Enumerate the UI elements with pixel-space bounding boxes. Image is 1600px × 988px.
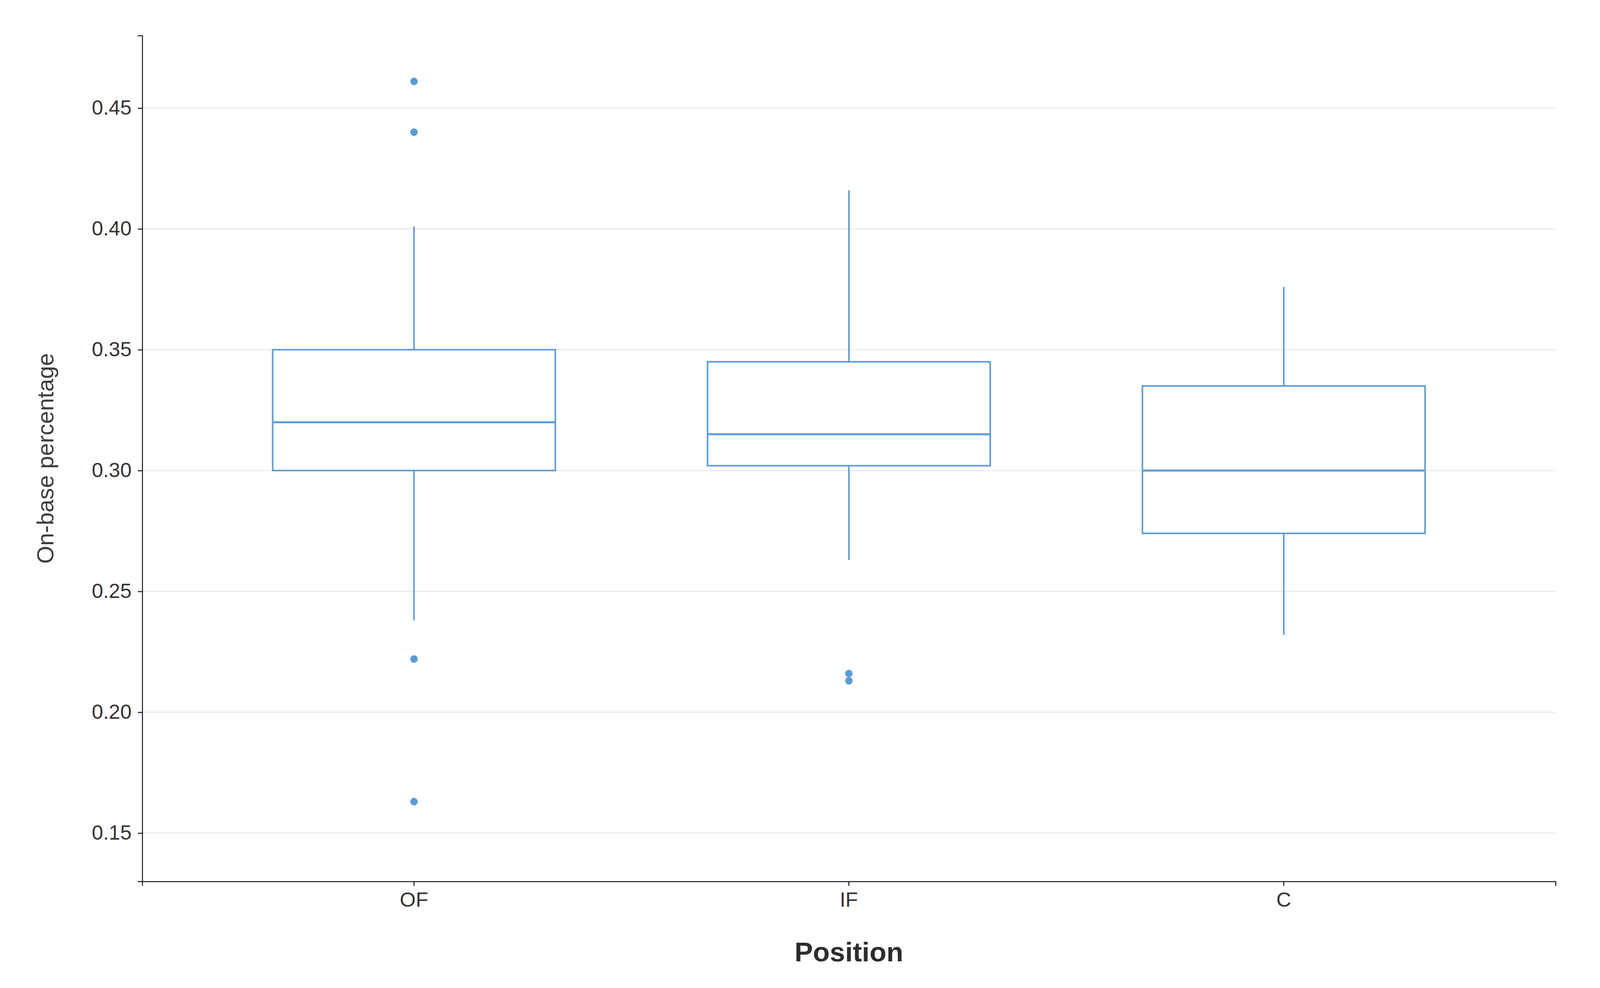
y-tick-label: 0.40	[91, 216, 132, 240]
median	[272, 421, 556, 424]
y-tick-label: 0.30	[91, 458, 132, 482]
x-tick: IF	[840, 881, 859, 912]
x-axis-line	[142, 882, 1556, 887]
outlier	[410, 656, 418, 664]
plot-area	[272, 77, 1426, 806]
grid-line	[142, 712, 1556, 713]
outlier	[845, 677, 853, 685]
x-tick-mark	[848, 881, 850, 887]
median	[707, 433, 991, 436]
outlier	[410, 798, 418, 806]
lower-whisker	[848, 465, 850, 560]
x-tick-mark	[1283, 881, 1284, 887]
y-axis-title: On-base percentage	[32, 353, 59, 564]
y-tick-label: 0.25	[91, 579, 132, 603]
y-tick: 0.35	[91, 337, 143, 361]
x-tick-label: IF	[840, 888, 859, 912]
x-axis: OF IF C	[142, 881, 1556, 912]
x-tick: OF	[400, 881, 429, 912]
outlier	[410, 77, 418, 85]
x-tick-label: OF	[400, 888, 429, 912]
y-tick-label: 0.35	[91, 337, 132, 361]
y-tick: 0.45	[91, 96, 143, 120]
y-tick: 0.15	[91, 821, 143, 845]
chart: 0.15 0.20 0.25 0.30 0.35 0.40 0.45 OF IF C Positio…	[0, 0, 1600, 988]
upper-whisker	[848, 190, 850, 362]
box-group	[272, 77, 556, 806]
lower-whisker	[1283, 533, 1285, 636]
grid-line	[142, 107, 1556, 109]
y-tick-mark	[137, 833, 143, 835]
x-tick: C	[1276, 881, 1292, 912]
median	[1142, 469, 1425, 472]
grid-line	[142, 832, 1556, 834]
upper-whisker	[1283, 287, 1285, 387]
y-tick-label: 0.45	[91, 96, 132, 120]
grid	[142, 108, 1556, 834]
y-tick-mark	[137, 591, 143, 593]
lower-whisker	[413, 470, 416, 621]
y-tick: 0.25	[91, 579, 143, 603]
box	[707, 361, 991, 466]
y-axis-line	[137, 36, 143, 883]
outlier	[410, 128, 418, 136]
y-tick-label: 0.15	[91, 821, 132, 845]
y-tick-mark	[137, 228, 143, 230]
grid-line	[142, 591, 1556, 592]
upper-whisker	[413, 226, 416, 350]
x-axis-title: Position	[794, 936, 904, 968]
y-axis: 0.15 0.20 0.25 0.30 0.35 0.40 0.45	[91, 36, 143, 883]
y-tick-mark	[137, 470, 143, 472]
box	[272, 349, 556, 471]
y-tick: 0.40	[91, 216, 143, 240]
y-tick: 0.30	[91, 458, 143, 482]
box	[1142, 386, 1425, 534]
y-tick: 0.20	[91, 700, 143, 724]
box-group	[707, 190, 991, 685]
y-tick-mark	[137, 712, 143, 714]
box-group	[1142, 287, 1425, 636]
outlier	[845, 670, 853, 678]
x-tick-label: C	[1276, 888, 1292, 912]
x-tick-mark	[413, 881, 415, 887]
y-tick-label: 0.20	[91, 700, 132, 724]
y-tick-mark	[137, 349, 143, 351]
y-tick-mark	[137, 108, 143, 109]
